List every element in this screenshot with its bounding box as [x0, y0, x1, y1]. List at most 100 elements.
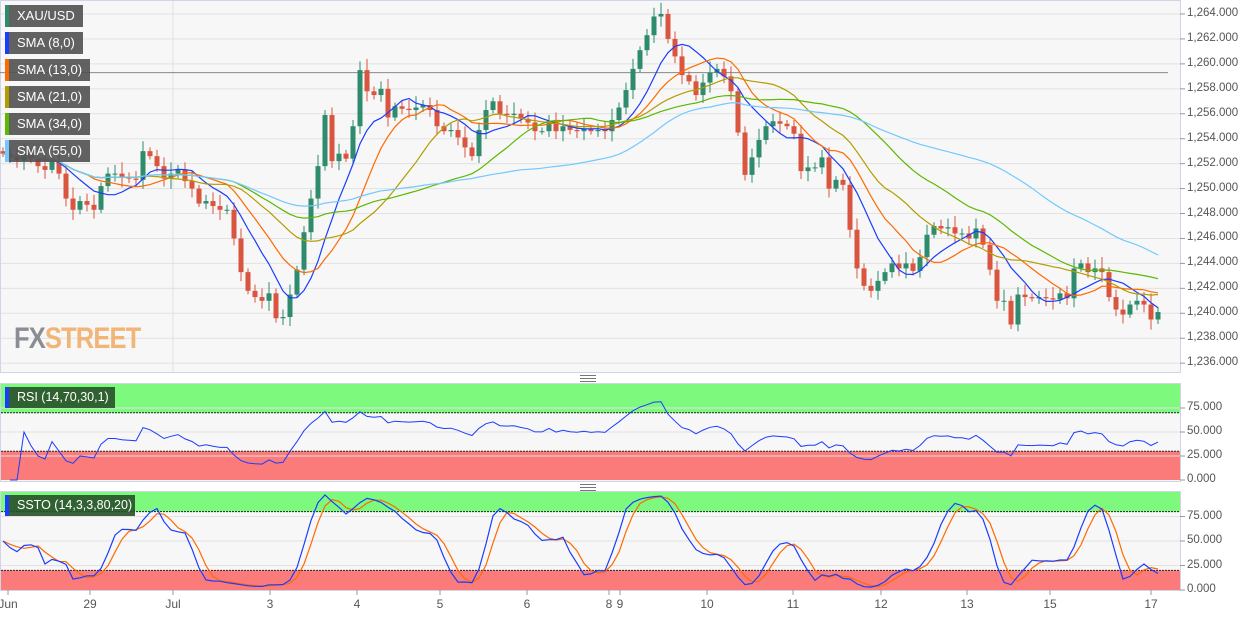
- candle-down: [553, 121, 559, 132]
- ssto-d-line: [2, 496, 1159, 588]
- candle-down: [791, 126, 797, 134]
- candle-up: [581, 128, 587, 132]
- legend-item-sma-55-0[interactable]: SMA (55,0): [5, 140, 90, 162]
- candle-up: [280, 317, 286, 319]
- legend-color-swatch: [5, 113, 9, 135]
- time-axis-label: 5: [436, 597, 444, 611]
- candle-down: [161, 166, 167, 179]
- candle-up: [315, 166, 321, 199]
- candle-up: [616, 107, 622, 120]
- candle-down: [252, 290, 258, 298]
- candle-down: [35, 158, 41, 167]
- candle-up: [1134, 300, 1140, 305]
- legend-color-swatch: [5, 140, 9, 162]
- candle-up: [1078, 263, 1084, 269]
- candle-down: [840, 179, 846, 185]
- candle-down: [469, 147, 475, 157]
- candle-down: [133, 178, 139, 180]
- legend-item-sma-8-0[interactable]: SMA (8,0): [5, 32, 83, 54]
- price-axis-label: 1,242.000: [1187, 281, 1239, 294]
- price-axis-label: 1,258.000: [1187, 81, 1239, 94]
- candle-up: [658, 14, 664, 17]
- ssto-axis-label: 75.000: [1187, 509, 1223, 522]
- candle-down: [329, 115, 335, 162]
- candle-down: [455, 129, 461, 138]
- candle-up: [1071, 268, 1077, 299]
- rsi-label[interactable]: RSI (14,70,30,1): [5, 387, 115, 408]
- candle-up: [476, 129, 482, 157]
- legend-item-xau-usd[interactable]: XAU/USD: [5, 5, 83, 27]
- legend-color-swatch: [5, 86, 9, 108]
- candle-down: [70, 198, 76, 210]
- candle-down: [679, 56, 685, 76]
- candle-down: [210, 201, 216, 207]
- candle-up: [105, 173, 111, 187]
- legend-color-swatch: [5, 59, 9, 81]
- legend-label: SMA (21,0): [17, 89, 83, 104]
- candle-up: [889, 263, 895, 273]
- legend-item-sma-13-0[interactable]: SMA (13,0): [5, 59, 90, 81]
- candle-down: [154, 156, 160, 167]
- candle-down: [665, 14, 671, 39]
- legend-item-sma-21-0[interactable]: SMA (21,0): [5, 86, 90, 108]
- candle-up: [630, 68, 636, 91]
- candle-down: [1008, 300, 1014, 325]
- ssto-overbought-zone: [1, 492, 1180, 512]
- candle-down: [91, 204, 97, 210]
- candle-down: [371, 91, 377, 96]
- candle-up: [595, 129, 601, 132]
- price-axis-label: 1,238.000: [1187, 331, 1239, 344]
- candle-down: [434, 110, 440, 127]
- ssto-axis-label: 0.000: [1187, 583, 1216, 595]
- ssto-k-line: [2, 494, 1159, 588]
- time-axis-label: 29: [83, 597, 97, 611]
- candle-down: [0, 151, 6, 154]
- ssto-axis-label: 50.000: [1187, 534, 1223, 546]
- candle-down: [504, 113, 510, 116]
- candle-down: [63, 173, 69, 199]
- candle-up: [203, 201, 209, 204]
- candle-up: [819, 157, 825, 168]
- time-axis-label: 6: [523, 597, 531, 611]
- rsi-line: [10, 401, 1159, 481]
- candle-down: [245, 272, 251, 291]
- candle-up: [266, 293, 272, 301]
- candle-up: [539, 131, 545, 133]
- legend-item-sma-34-0[interactable]: SMA (34,0): [5, 113, 90, 135]
- candle-down: [343, 153, 349, 159]
- candle-up: [1015, 294, 1021, 325]
- candle-up: [903, 263, 909, 269]
- ssto-label[interactable]: SSTO (14,3,3,80,20): [5, 495, 135, 516]
- candle-down: [462, 137, 468, 148]
- sma-13-line: [2, 57, 1159, 297]
- candle-up: [546, 121, 552, 132]
- candle-down: [1141, 300, 1147, 305]
- candle-up: [770, 121, 776, 127]
- candle-up: [336, 153, 342, 162]
- candle-down: [847, 184, 853, 230]
- price-axis-label: 1,260.000: [1187, 56, 1239, 69]
- legend-color-swatch: [5, 5, 9, 27]
- candle-down: [784, 123, 790, 127]
- candle-up: [924, 234, 930, 258]
- candle-down: [952, 227, 958, 234]
- time-axis-label: 12: [874, 597, 888, 611]
- candle-down: [196, 188, 202, 204]
- rsi-axis-label: 25.000: [1187, 449, 1223, 461]
- candle-down: [574, 129, 580, 132]
- candle-down: [126, 177, 132, 179]
- candle-up: [805, 167, 811, 172]
- price-axis-label: 1,252.000: [1187, 156, 1239, 169]
- legend-label: SMA (13,0): [17, 62, 83, 77]
- candle-down: [231, 209, 237, 239]
- candle-down: [896, 263, 902, 269]
- candle-up: [511, 113, 517, 116]
- rsi-resize-handle[interactable]: [580, 375, 596, 382]
- candle-down: [1120, 309, 1126, 315]
- candle-up: [1001, 300, 1007, 302]
- candle-down: [686, 75, 692, 82]
- candle-up: [875, 280, 881, 291]
- candle-up: [168, 173, 174, 179]
- ssto-resize-handle[interactable]: [580, 484, 596, 491]
